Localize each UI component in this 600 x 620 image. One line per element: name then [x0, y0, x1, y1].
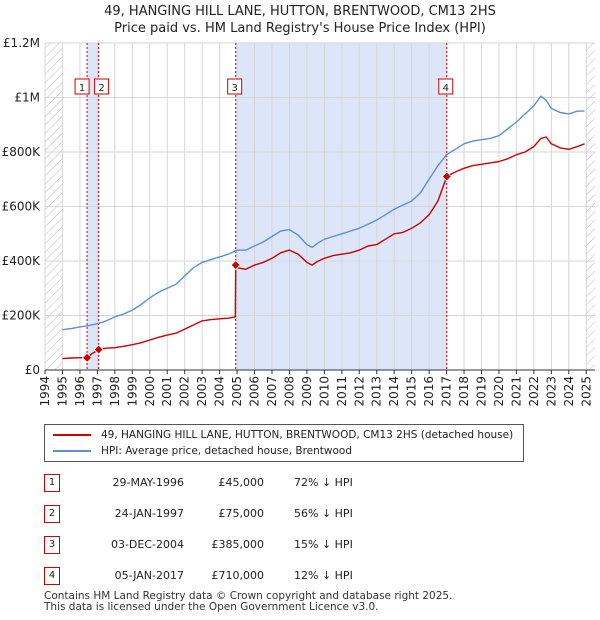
transaction-hpi-diff: 12% ↓ HPI: [294, 569, 353, 582]
transaction-date: 24-JAN-1997: [114, 507, 184, 520]
legend-label-hpi: HPI: Average price, detached house, Bren…: [101, 445, 352, 457]
x-tick-label: 2010: [317, 376, 331, 407]
x-tick-label: 1995: [55, 376, 69, 407]
transaction-hpi-diff: 15% ↓ HPI: [294, 538, 353, 551]
transaction-number-badge: 1: [44, 474, 60, 492]
y-tick-label: £800K: [2, 145, 42, 159]
sale-point: [230, 260, 241, 271]
sale-point: [82, 352, 93, 363]
legend-swatch-hpi: [53, 450, 91, 452]
x-tick-label: 1997: [90, 376, 104, 407]
legend-item-hpi: HPI: Average price, detached house, Bren…: [53, 443, 352, 459]
legend: 49, HANGING HILL LANE, HUTTON, BRENTWOOD…: [44, 424, 524, 462]
sale-number-box: [438, 78, 454, 95]
x-tick-label: 1998: [108, 376, 122, 407]
x-tick-label: 2019: [475, 376, 489, 407]
sale-number-box: [227, 78, 243, 95]
sale-number-label: 4: [443, 83, 449, 94]
chart-title-line2: Price paid vs. HM Land Registry's House …: [114, 21, 486, 36]
sale-number-box: [94, 78, 110, 95]
x-tick-label: 2009: [300, 376, 314, 407]
transaction-price: £45,000: [218, 476, 265, 489]
transaction-hpi-diff: 56% ↓ HPI: [294, 507, 353, 520]
y-tick-label: £0: [25, 363, 40, 377]
x-tick-label: 2023: [544, 376, 558, 407]
x-tick-label: 1999: [125, 376, 139, 407]
y-tick-label: £1.2M: [3, 36, 40, 50]
y-tick-label: £200K: [2, 309, 42, 323]
x-tick-label: 2025: [579, 376, 593, 407]
x-tick-label: 2015: [405, 376, 419, 407]
x-tick-label: 2008: [282, 376, 296, 407]
x-tick-label: 1994: [38, 376, 52, 407]
transaction-price: £385,000: [211, 538, 265, 551]
sale-number-box: [74, 78, 90, 95]
x-tick-label: 2004: [213, 376, 227, 407]
transaction-date: 03-DEC-2004: [110, 538, 184, 551]
property-price-line: [62, 136, 585, 360]
y-tick-label: £1M: [14, 91, 40, 105]
transaction-date: 29-MAY-1996: [112, 476, 184, 489]
sale-point: [441, 171, 452, 182]
sale-point: [93, 344, 104, 355]
footer-notice: Contains HM Land Registry data © Crown c…: [44, 591, 452, 613]
x-tick-label: 2013: [370, 376, 384, 407]
x-tick-label: 2006: [248, 376, 262, 407]
x-tick-label: 2020: [492, 376, 506, 407]
footer-copyright: Contains HM Land Registry data © Crown c…: [44, 590, 453, 602]
x-tick-label: 2022: [527, 376, 541, 407]
legend-label-property: 49, HANGING HILL LANE, HUTTON, BRENTWOOD…: [101, 429, 514, 441]
x-tick-label: 2002: [178, 376, 192, 407]
x-tick-label: 2003: [195, 376, 209, 407]
x-tick-label: 2021: [509, 376, 523, 407]
x-tick-label: 2000: [143, 376, 157, 407]
transaction-number-badge: 2: [44, 505, 60, 523]
legend-swatch-property: [53, 434, 91, 436]
y-tick-label: £400K: [2, 254, 42, 268]
x-tick-label: 2017: [440, 376, 454, 407]
sale-number-label: 1: [79, 83, 85, 94]
footer-license: This data is licensed under the Open Gov…: [44, 601, 379, 613]
transaction-hpi-diff: 72% ↓ HPI: [294, 476, 353, 489]
transaction-number-badge: 4: [44, 567, 60, 585]
x-tick-label: 2005: [230, 376, 244, 407]
y-tick-label: £600K: [2, 200, 42, 214]
transaction-number-badge: 3: [44, 536, 60, 554]
x-tick-label: 2011: [335, 376, 349, 407]
x-tick-label: 1996: [73, 376, 87, 407]
sale-number-label: 2: [98, 83, 104, 94]
x-tick-label: 2001: [160, 376, 174, 407]
transaction-price: £75,000: [218, 507, 265, 520]
x-tick-label: 2014: [387, 376, 401, 407]
hpi-line: [62, 95, 585, 331]
x-tick-label: 2007: [265, 376, 279, 407]
x-tick-label: 2012: [352, 376, 366, 407]
chart-title-line1: 49, HANGING HILL LANE, HUTTON, BRENTWOOD…: [104, 4, 496, 19]
x-tick-label: 2018: [457, 376, 471, 407]
x-tick-label: 2024: [562, 376, 576, 407]
legend-item-property: 49, HANGING HILL LANE, HUTTON, BRENTWOOD…: [53, 427, 513, 443]
transaction-date: 05-JAN-2017: [114, 569, 184, 582]
x-tick-label: 2016: [422, 376, 436, 407]
sale-number-label: 3: [231, 83, 237, 94]
transaction-price: £710,000: [211, 569, 265, 582]
